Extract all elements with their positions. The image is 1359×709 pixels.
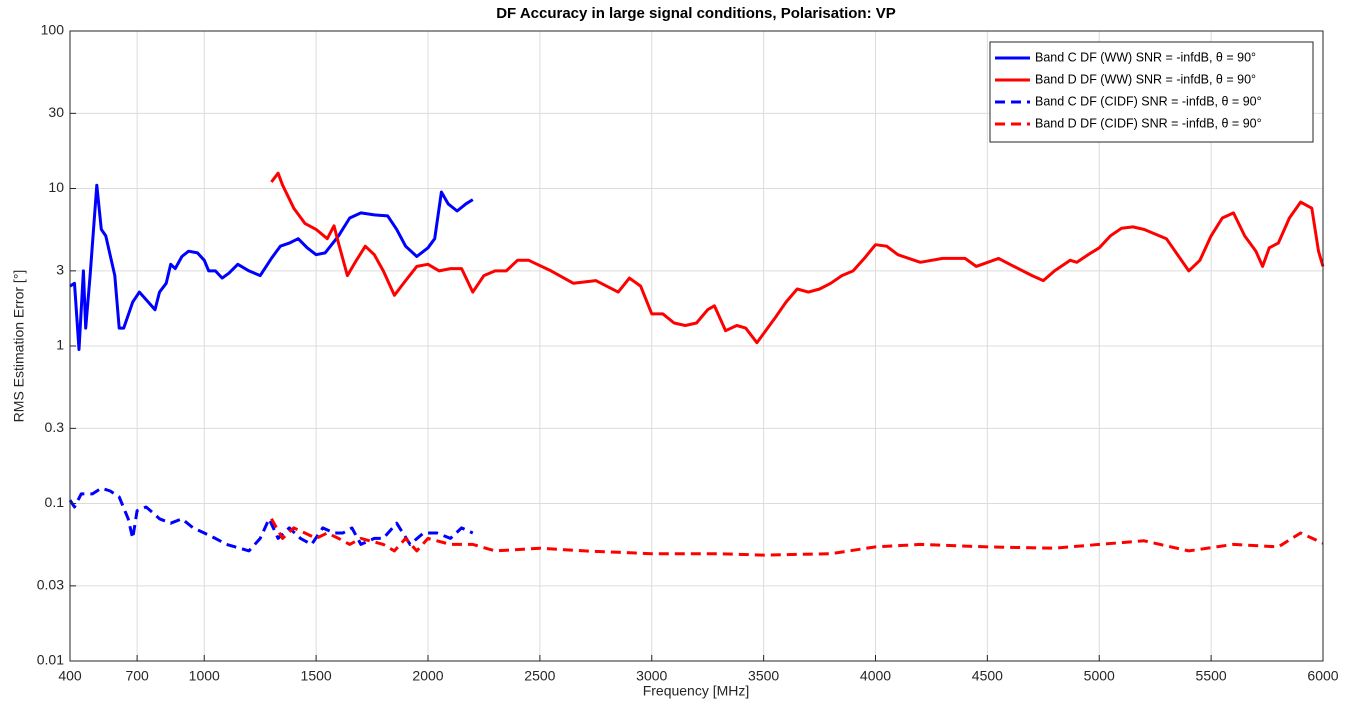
- x-tick-label: 4500: [972, 668, 1003, 684]
- ticks: 400 700 1000 1500 2000 2500 3000 3500 4000 4500 50…: [37, 22, 1339, 684]
- x-tick-label: 700: [125, 668, 149, 684]
- y-tick-label: 30: [48, 104, 64, 120]
- chart-title: DF Accuracy in large signal conditions, …: [496, 5, 896, 22]
- y-tick-label: 10: [48, 179, 64, 195]
- series-line: [270, 518, 1324, 557]
- x-tick-label: 400: [58, 668, 82, 684]
- x-tick-label: 5500: [1196, 668, 1227, 684]
- y-tick-label: 0.3: [45, 419, 65, 435]
- x-tick-label: 1500: [301, 668, 332, 684]
- y-tick-label: 0.01: [37, 652, 64, 668]
- y-tick-label: 0.03: [37, 577, 64, 593]
- series-line: [69, 183, 474, 351]
- series-line: [270, 171, 1325, 345]
- x-tick-label: 2500: [524, 668, 555, 684]
- x-tick-label: 1000: [189, 668, 220, 684]
- series-line: [68, 486, 474, 553]
- legend: Band C DF (WW) SNR = -infdB, θ = 90° Band…: [989, 41, 1314, 143]
- y-axis-label: RMS Estimation Error [°]: [11, 270, 27, 423]
- y-tick-label: 1: [56, 337, 64, 353]
- x-tick-label: 5000: [1084, 668, 1115, 684]
- x-tick-label: 4000: [860, 668, 891, 684]
- y-tick-label: 0.1: [45, 494, 65, 510]
- legend-label: Band C DF (WW) SNR = -infdB, θ = 90°: [1035, 50, 1256, 64]
- x-axis-label: Frequency [MHz]: [643, 683, 750, 699]
- legend-label: Band C DF (CIDF) SNR = -infdB, θ = 90°: [1035, 94, 1262, 108]
- legend-label: Band D DF (CIDF) SNR = -infdB, θ = 90°: [1035, 116, 1262, 130]
- lines: [68, 171, 1325, 557]
- legend-box: [989, 41, 1314, 143]
- legend-label: Band D DF (WW) SNR = -infdB, θ = 90°: [1035, 72, 1256, 86]
- x-tick-label: 6000: [1307, 668, 1338, 684]
- x-tick-label: 3500: [748, 668, 779, 684]
- y-tick-label: 3: [56, 262, 64, 278]
- x-tick-label: 2000: [412, 668, 443, 684]
- y-tick-label: 100: [41, 22, 65, 38]
- x-tick-label: 3000: [636, 668, 667, 684]
